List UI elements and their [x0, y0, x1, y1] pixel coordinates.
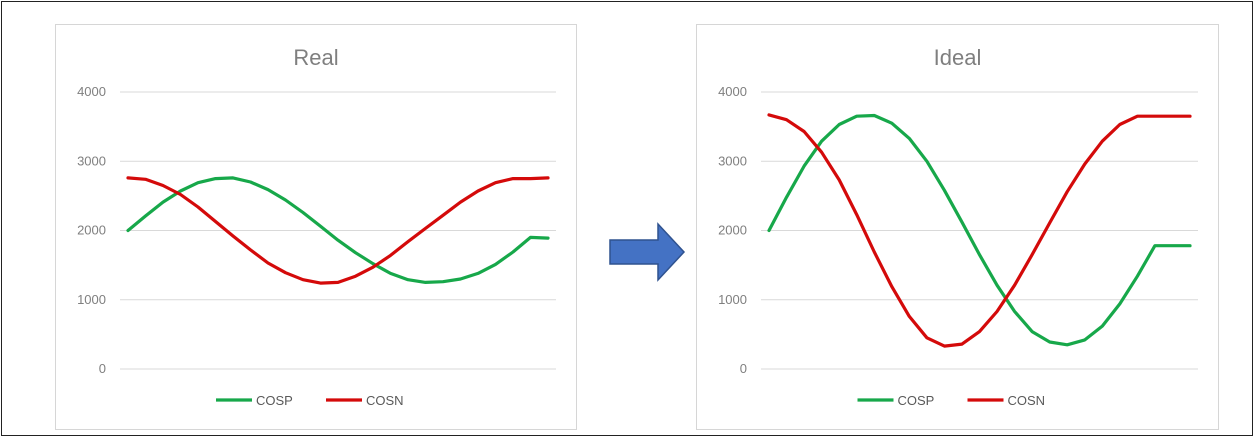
series-line-cosp	[126, 176, 550, 284]
chart-title: Real	[293, 45, 338, 70]
legend-label-cosp: COSP	[256, 393, 293, 408]
series-line-cosp	[767, 113, 1192, 347]
y-tick-label: 0	[99, 361, 106, 376]
legend-label-cosn: COSN	[366, 393, 404, 408]
legend-label-cosn: COSN	[1008, 393, 1046, 408]
chart-real: Real 0 1000 2000 3000 4000 COSP COSN	[55, 24, 577, 430]
y-tick-label: 4000	[77, 84, 106, 99]
right-arrow-icon	[609, 222, 686, 282]
y-tick-label: 1000	[718, 292, 747, 307]
series-line-cosn	[767, 113, 1192, 348]
y-tick-label: 0	[740, 361, 747, 376]
legend-label-cosp: COSP	[898, 393, 935, 408]
y-tick-label: 2000	[718, 223, 747, 238]
chart-svg: Real 0 1000 2000 3000 4000 COSP COSN	[77, 45, 556, 408]
chart-svg: Ideal 0 1000 2000 3000 4000 COSP COSN	[718, 45, 1198, 408]
series-line-cosn	[126, 176, 550, 285]
y-tick-label: 1000	[77, 292, 106, 307]
y-tick-label: 3000	[77, 153, 106, 168]
y-tick-label: 2000	[77, 223, 106, 238]
chart-ideal: Ideal 0 1000 2000 3000 4000 COSP COSN	[696, 24, 1219, 430]
chart-title: Ideal	[934, 45, 982, 70]
y-tick-label: 4000	[718, 84, 747, 99]
y-tick-label: 3000	[718, 153, 747, 168]
